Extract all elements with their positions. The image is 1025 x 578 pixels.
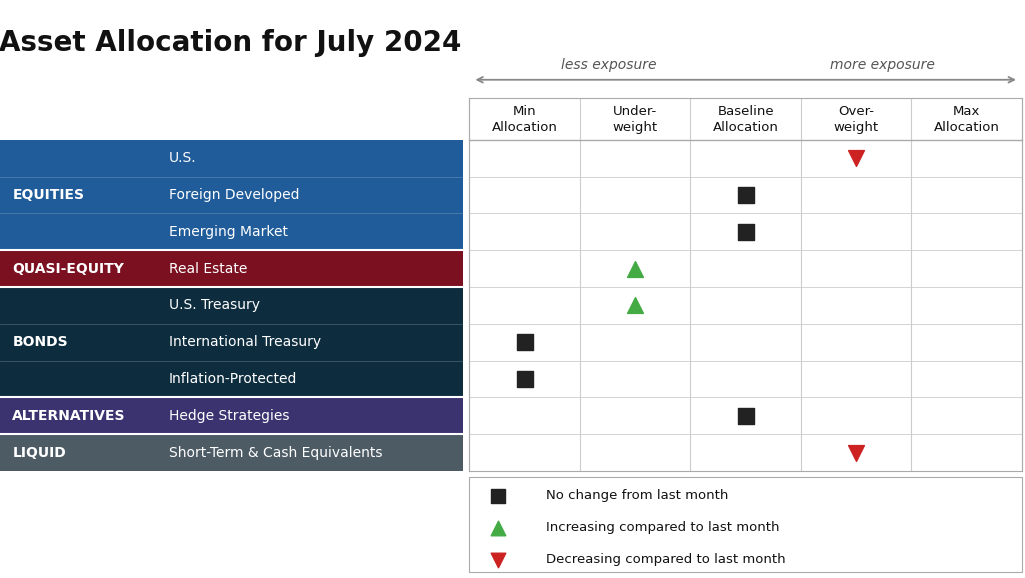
Text: EQUITIES: EQUITIES	[12, 188, 84, 202]
Text: Increasing compared to last month: Increasing compared to last month	[546, 521, 780, 534]
Point	[848, 154, 864, 163]
Text: less exposure: less exposure	[562, 58, 657, 72]
Text: BONDS: BONDS	[12, 335, 68, 349]
Text: Max
Allocation: Max Allocation	[934, 105, 999, 134]
Text: Under-
weight: Under- weight	[613, 105, 658, 134]
Text: U.S. Treasury: U.S. Treasury	[169, 298, 260, 313]
Text: Hedge Strategies: Hedge Strategies	[169, 409, 290, 423]
Text: QUASI-EQUITY: QUASI-EQUITY	[12, 262, 124, 276]
Bar	[0, 177, 463, 213]
Text: Real Estate: Real Estate	[169, 262, 247, 276]
Text: No change from last month: No change from last month	[546, 490, 729, 502]
Point	[517, 375, 533, 384]
Text: Decreasing compared to last month: Decreasing compared to last month	[546, 553, 786, 566]
Text: Baseline
Allocation: Baseline Allocation	[712, 105, 779, 134]
Text: Short-Term & Cash Equivalents: Short-Term & Cash Equivalents	[169, 446, 382, 460]
Point	[627, 301, 644, 310]
Bar	[469, 477, 1022, 572]
Point	[517, 338, 533, 347]
Text: U.S.: U.S.	[169, 151, 197, 165]
Point	[490, 555, 506, 564]
Bar	[0, 434, 463, 471]
Bar	[0, 213, 463, 250]
Text: Over-
weight: Over- weight	[833, 105, 878, 134]
Text: more exposure: more exposure	[830, 58, 935, 72]
Bar	[0, 250, 463, 287]
Text: Min
Allocation: Min Allocation	[492, 105, 558, 134]
Text: International Treasury: International Treasury	[169, 335, 321, 349]
Point	[738, 412, 754, 421]
Point	[490, 523, 506, 532]
Bar	[0, 361, 463, 398]
Point	[490, 491, 506, 501]
Text: Foreign Developed: Foreign Developed	[169, 188, 299, 202]
Text: Inflation-Protected: Inflation-Protected	[169, 372, 297, 386]
Point	[627, 264, 644, 273]
Bar	[0, 140, 463, 177]
Bar	[0, 398, 463, 434]
Text: Emerging Market: Emerging Market	[169, 225, 288, 239]
Text: ALTERNATIVES: ALTERNATIVES	[12, 409, 126, 423]
Bar	[0, 287, 463, 324]
Point	[848, 448, 864, 457]
Bar	[0, 324, 463, 361]
Text: Asset Allocation for July 2024: Asset Allocation for July 2024	[0, 29, 462, 57]
Point	[738, 227, 754, 236]
Text: LIQUID: LIQUID	[12, 446, 66, 460]
Point	[738, 190, 754, 199]
